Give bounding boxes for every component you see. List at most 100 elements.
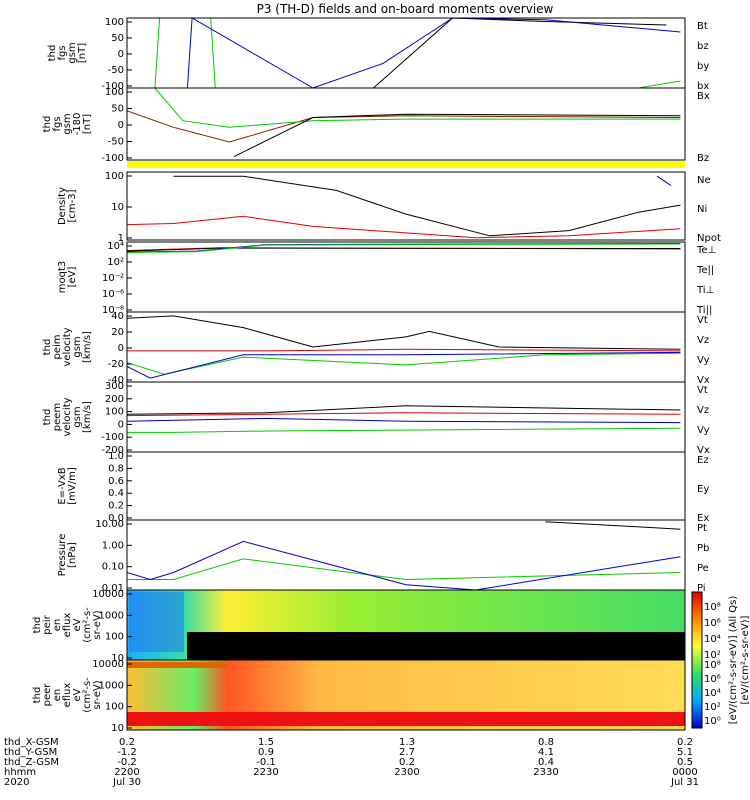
colorbar-label-overlap: [eV/(cm²-s-sr-eV)] bbox=[740, 615, 750, 704]
y-tick-label: 0 bbox=[118, 120, 124, 131]
y-tick-label: 0.10 bbox=[102, 562, 124, 573]
x-axis-value: -0.1 bbox=[256, 757, 276, 768]
y-tick-label: 1000 bbox=[99, 680, 124, 691]
x-axis-value: 2230 bbox=[253, 767, 278, 778]
legend-label: Pe bbox=[697, 563, 709, 574]
series-line-vy bbox=[126, 352, 681, 375]
y-tick-label: -100 bbox=[101, 432, 124, 443]
colorbar-tick: 10² bbox=[704, 650, 721, 661]
y-axis-label: E=-VxB bbox=[57, 467, 68, 504]
y-tick-label: 40 bbox=[111, 311, 124, 322]
legend-label: Npot bbox=[697, 233, 721, 244]
y-tick-label: 10 bbox=[111, 202, 124, 213]
x-axis-row-label: thd_Y-GSM bbox=[4, 747, 57, 758]
legend-label: Vt bbox=[697, 315, 708, 326]
y-tick-label: 100 bbox=[105, 87, 124, 98]
colorbar-label: [eV/(cm²-s-sr-eV)] (All Qs) bbox=[728, 596, 739, 725]
x-axis-value: -1.2 bbox=[117, 747, 137, 758]
plot-title: P3 (TH-D) fields and on-board moments ov… bbox=[257, 2, 554, 16]
legend-label: Ey bbox=[697, 484, 709, 495]
panel-moqt3: 10⁴ 10² 10⁻² 10⁻⁶ 10⁻⁸ moqt3 [eV] Te⊥ Te|| Ti⊥ Ti|… bbox=[57, 241, 716, 316]
heatmap-band bbox=[127, 662, 227, 668]
colorbar-tick: 10⁰ bbox=[704, 716, 721, 727]
y-tick-label: 0 bbox=[118, 343, 124, 354]
y-axis-label: (cm²-s- bbox=[82, 607, 93, 643]
x-axis-value: 0.2 bbox=[399, 757, 415, 768]
legend-label: Vz bbox=[697, 335, 709, 346]
panel-frame bbox=[126, 87, 686, 161]
y-tick-label: 10² bbox=[107, 257, 124, 268]
y-tick-label: -50 bbox=[108, 137, 124, 148]
series-line-bz bbox=[154, 87, 681, 128]
y-tick-label: -100 bbox=[101, 81, 124, 92]
y-axis-label: thd bbox=[42, 339, 53, 356]
x-axis-value: Jul 30 bbox=[112, 777, 141, 788]
series-line-ti|| bbox=[126, 243, 681, 253]
y-axis-label: eV bbox=[72, 688, 83, 701]
y-tick-label: 200 bbox=[105, 394, 124, 405]
panel-fgs: 100 50 0 -50 -100 thd fgs gsm [nT] Bt bz by bx bbox=[47, 17, 709, 92]
y-axis-label: sr-eV) bbox=[92, 610, 103, 639]
panel-frame bbox=[126, 451, 686, 521]
legend-label: Ti⊥ bbox=[696, 285, 714, 296]
x-axis: thd_X-GSM 0.2 1.5 1.3 0.8 0.2 thd_Y-GSM -1.2 0.9… bbox=[4, 737, 699, 788]
series-line-vz bbox=[127, 348, 681, 352]
y-axis-label: thd bbox=[32, 687, 43, 704]
y-axis-label: fgs bbox=[57, 45, 68, 60]
x-axis-value: 5.1 bbox=[677, 747, 693, 758]
y-tick-label: 50 bbox=[111, 104, 124, 115]
heatmap-patch bbox=[129, 592, 184, 652]
y-tick-label: 10⁻⁸ bbox=[102, 305, 124, 316]
x-axis-value: 0.8 bbox=[538, 737, 554, 748]
y-tick-label: 10.00 bbox=[95, 519, 124, 530]
status-bar bbox=[127, 161, 685, 168]
legend-label: Bz bbox=[697, 153, 709, 164]
y-axis-label: peir bbox=[42, 614, 53, 634]
y-tick-label: 50 bbox=[111, 33, 124, 44]
y-tick-label: 1.0 bbox=[108, 451, 124, 462]
panel-density: 100 10 1 Density [cm-3] Ne Ni Npot bbox=[57, 171, 721, 244]
panel-peir: 10000 1000 100 10 thd peir en eflux eV (cm²-s-sr-… bbox=[32, 589, 686, 664]
y-tick-label: 10 bbox=[111, 653, 124, 664]
y-tick-label: 10000 bbox=[92, 589, 124, 600]
y-axis-label: [nPa] bbox=[67, 542, 78, 568]
y-tick-label: 1.00 bbox=[102, 540, 124, 551]
legend-label: Vt bbox=[697, 385, 708, 396]
x-axis-value: 1.5 bbox=[258, 737, 274, 748]
y-axis-label: velocity bbox=[62, 327, 73, 366]
legend-label: bz bbox=[697, 41, 709, 52]
series-line-by bbox=[154, 17, 681, 89]
series-line-te|| bbox=[126, 247, 681, 252]
legend-label: Ez bbox=[697, 455, 709, 466]
colorbar-scale bbox=[691, 591, 703, 729]
series-line-vz bbox=[126, 412, 681, 417]
y-tick-label: 0.6 bbox=[108, 476, 124, 487]
y-axis-label: gsm bbox=[72, 336, 83, 357]
y-axis-label: thd bbox=[47, 45, 58, 62]
y-tick-label: 0 bbox=[118, 49, 124, 60]
legend-label: Vy bbox=[697, 425, 710, 436]
y-axis-label: eflux bbox=[62, 613, 73, 638]
legend-label: Te⊥ bbox=[696, 245, 716, 256]
y-axis-label: fgs bbox=[52, 116, 63, 131]
y-axis-label: [km/s] bbox=[82, 331, 93, 363]
y-tick-label: 0.0 bbox=[108, 513, 124, 524]
y-axis-label: [cm-3] bbox=[67, 189, 78, 222]
series-line-black bbox=[233, 113, 681, 158]
y-axis-label: peer bbox=[42, 683, 53, 707]
series-line-pi bbox=[126, 540, 681, 591]
heatmap-band bbox=[127, 712, 685, 726]
series-line-vx bbox=[126, 417, 681, 424]
y-axis-label: thd bbox=[32, 617, 43, 634]
y-tick-label: 10⁻⁶ bbox=[102, 289, 124, 300]
panel-frame bbox=[126, 381, 686, 453]
x-axis-value: 0000 bbox=[672, 767, 697, 778]
x-axis-value: 0.9 bbox=[258, 747, 274, 758]
series-line-bx bbox=[186, 17, 681, 89]
y-axis-label: thd bbox=[42, 409, 53, 426]
y-tick-label: 10 bbox=[111, 723, 124, 734]
y-tick-label: 0 bbox=[118, 419, 124, 430]
y-axis-label: en bbox=[52, 619, 63, 632]
